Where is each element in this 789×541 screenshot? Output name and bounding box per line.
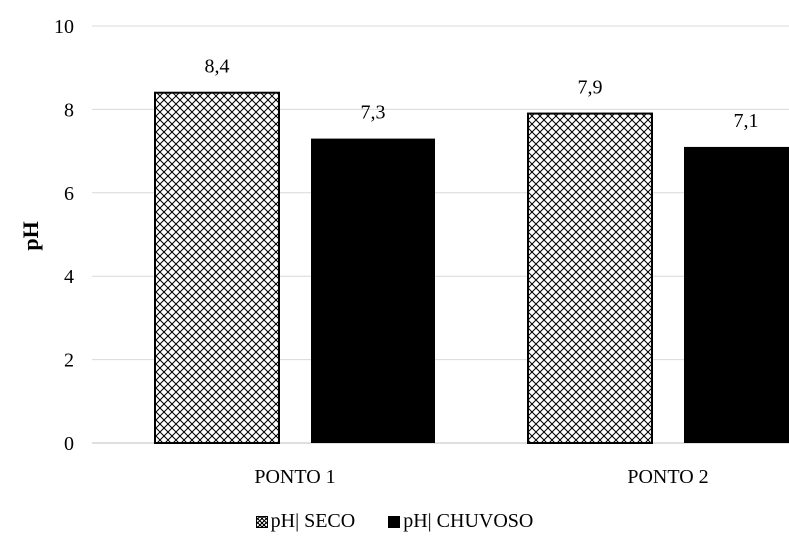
data-label: 8,4 [205,56,230,78]
x-tick-label: PONTO 2 [627,466,708,488]
y-axis-label: pH [18,221,43,250]
bars [154,91,789,444]
legend-label-chuvoso: pH| CHUVOSO [403,510,534,532]
bar-seco [154,91,280,444]
y-tick-label: 0 [64,433,74,455]
legend: pH| SECO pH| CHUVOSO [0,510,789,534]
y-tick-label: 10 [54,16,74,38]
x-axis-ticks: PONTO 1 PONTO 2 [254,466,708,488]
y-tick-label: 8 [64,99,74,121]
bar-chuvoso [311,138,435,443]
y-tick-label: 2 [64,350,74,372]
legend-label-seco: pH| SECO [270,510,356,532]
data-labels: 8,4 7,3 7,9 7,1 [205,56,759,132]
y-axis-ticks: 0 2 4 6 8 10 [54,16,74,455]
data-label: 7,3 [361,102,386,124]
legend-item-seco: pH| SECO [255,510,356,533]
legend-swatch-solid [388,515,401,528]
legend-swatch-hatch [255,515,268,528]
y-tick-label: 4 [64,266,74,288]
bar-chuvoso [684,146,789,443]
y-tick-label: 6 [64,183,74,205]
data-label: 7,1 [734,110,759,132]
legend-item-chuvoso: pH| CHUVOSO [388,510,533,533]
data-label: 7,9 [578,77,603,99]
bar-seco [527,112,653,444]
x-tick-label: PONTO 1 [254,466,335,488]
